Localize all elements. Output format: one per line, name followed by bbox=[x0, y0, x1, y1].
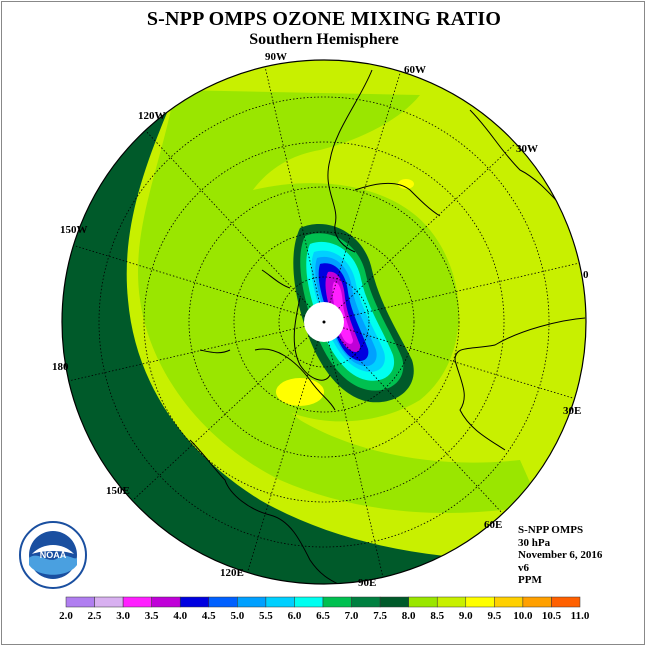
noaa-logo-text: NOAA bbox=[40, 550, 67, 560]
info-level: 30 hPa bbox=[518, 536, 551, 549]
colorbar-swatch bbox=[94, 596, 124, 608]
colorbar-tick-label: 3.5 bbox=[145, 610, 159, 622]
colorbar-tick-label: 8.5 bbox=[430, 610, 444, 622]
colorbar-tick-label: 10.5 bbox=[542, 610, 562, 622]
lon-label-90e: 90E bbox=[358, 577, 376, 589]
lon-label-120e: 120E bbox=[220, 567, 244, 579]
colorbar-tick-label: 4.0 bbox=[173, 610, 187, 622]
colorbar-swatch bbox=[465, 596, 495, 608]
colorbar-tick-label: 3.0 bbox=[116, 610, 130, 622]
lon-label-150e: 150E bbox=[106, 485, 130, 497]
lon-label-60w: 60W bbox=[404, 64, 426, 76]
colorbar-tick-label: 8.0 bbox=[402, 610, 416, 622]
colorbar-swatch bbox=[322, 596, 352, 608]
colorbar-swatch bbox=[408, 596, 438, 608]
info-version: v6 bbox=[518, 561, 529, 574]
colorbar-tick-label: 9.0 bbox=[459, 610, 473, 622]
colorbar-swatch bbox=[351, 596, 381, 608]
colorbar-tick-label: 2.5 bbox=[88, 610, 102, 622]
colorbar-swatch bbox=[208, 596, 238, 608]
colorbar-swatch bbox=[436, 596, 467, 608]
colorbar-tick-label: 7.0 bbox=[345, 610, 359, 622]
map-boundary bbox=[61, 59, 587, 585]
lon-label-60e: 60E bbox=[484, 519, 502, 531]
colorbar-swatch bbox=[179, 596, 210, 608]
info-instrument: S-NPP OMPS bbox=[518, 524, 584, 536]
map-subtitle: Southern Hemisphere bbox=[249, 31, 399, 48]
noaa-logo: NOAA bbox=[19, 521, 87, 589]
colorbar-tick-label: 9.5 bbox=[487, 610, 501, 622]
lon-label-30e: 30E bbox=[563, 405, 581, 417]
colorbar-tick-label: 2.0 bbox=[59, 610, 73, 622]
colorbar-swatch bbox=[494, 596, 524, 608]
info-date: November 6, 2016 bbox=[518, 549, 603, 561]
field-core-3.0 bbox=[332, 282, 353, 344]
lon-label-120w: 120W bbox=[138, 110, 166, 122]
info-units: PPM bbox=[518, 574, 542, 586]
colorbar-tick-label: 7.5 bbox=[373, 610, 387, 622]
colorbar-tick-label: 4.5 bbox=[202, 610, 216, 622]
colorbar-tick-label: 10.0 bbox=[513, 610, 533, 622]
colorbar-swatch bbox=[122, 596, 152, 608]
colorbar-swatch bbox=[294, 596, 324, 608]
colorbar-swatch bbox=[151, 596, 181, 608]
south-pole-marker bbox=[322, 320, 326, 324]
lon-label-150w: 150W bbox=[60, 224, 88, 236]
lon-label-90w: 90W bbox=[265, 51, 287, 63]
colorbar-tick-label: 5.0 bbox=[230, 610, 244, 622]
longitude-labels: 90W 60W 30W 0 30E 60E 90E 120E 150E 180 … bbox=[52, 51, 589, 589]
info-block: S-NPP OMPS 30 hPa November 6, 2016 v6 PP… bbox=[518, 524, 602, 587]
colorbar-tick-label: 6.5 bbox=[316, 610, 330, 622]
colorbar-swatch bbox=[551, 596, 581, 608]
colorbar-tick-label: 5.5 bbox=[259, 610, 273, 622]
colorbar-tick-label: 11.0 bbox=[571, 610, 590, 622]
lon-label-0: 0 bbox=[583, 269, 589, 281]
lon-label-30w: 30W bbox=[516, 143, 538, 155]
field-level-8.5-b bbox=[398, 179, 414, 189]
colorbar-swatch bbox=[379, 596, 409, 608]
colorbar-swatch bbox=[237, 596, 267, 608]
latitude-circles bbox=[98, 96, 550, 548]
map-title: S-NPP OMPS OZONE MIXING RATIO bbox=[146, 8, 502, 30]
lon-label-180: 180 bbox=[52, 361, 69, 373]
colorbar-swatch bbox=[65, 596, 95, 608]
field-level-7.0 bbox=[62, 60, 586, 584]
colorbar-swatch bbox=[522, 596, 552, 608]
colorbar-tick-label: 6.0 bbox=[288, 610, 302, 622]
field-level-8.5-a bbox=[276, 378, 324, 406]
colorbar-swatch bbox=[265, 596, 295, 608]
